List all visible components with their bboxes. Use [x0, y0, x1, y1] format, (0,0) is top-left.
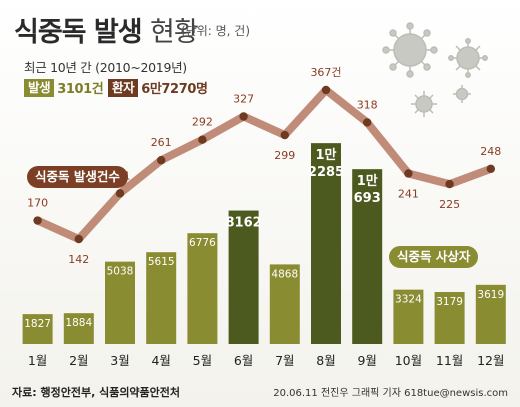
- x-label-1: 1월: [28, 353, 47, 368]
- line-label-8: 367건: [310, 66, 341, 79]
- line-point-7: [280, 130, 289, 140]
- bar-4: [146, 252, 177, 344]
- unit-note: (단위: 명, 건): [181, 24, 251, 38]
- virus-icon: [382, 22, 488, 117]
- bar-label-7: 4868: [271, 268, 298, 280]
- x-axis-labels: 1월 2월 3월 4월 5월 6월 7월 8월 9월 10월 11월 12월: [28, 353, 505, 368]
- bar-label-9: 1만 693: [354, 173, 381, 206]
- line-point-11: [445, 179, 454, 189]
- bar-6: [228, 210, 259, 344]
- bar-label-8: 1만 2285: [308, 147, 344, 180]
- line-point-12: [486, 164, 495, 174]
- credit-note: 20.06.11 전진우 그래픽 기자 618tue@newsis.com: [273, 388, 508, 399]
- summary-outbreaks: 발생 3101건: [24, 78, 104, 97]
- bar-9: [352, 169, 383, 344]
- x-label-3: 3월: [110, 353, 129, 368]
- line-value-labels: 170142211261292327299367건318241225248: [27, 66, 501, 266]
- bar-value-labels: 1827 1884 5038 5615 6776 8162 4868 1만 2285 1만 693 3…: [24, 147, 504, 330]
- line-point-6: [239, 112, 248, 121]
- bar-3: [105, 261, 135, 344]
- patient-value: 6만7270명: [141, 82, 208, 97]
- line-label-7: 299: [274, 149, 295, 162]
- line-point-5: [198, 135, 207, 144]
- line-label-11: 225: [439, 198, 460, 211]
- line-label-1: 170: [27, 197, 48, 210]
- outbreak-value: 3101건: [57, 82, 104, 97]
- patient-tag: 환자: [108, 78, 139, 97]
- x-label-7: 7월: [275, 353, 294, 368]
- x-label-8: 8월: [316, 353, 335, 368]
- bar-label-3: 5038: [107, 266, 134, 278]
- bar-label-11: 3179: [436, 296, 463, 308]
- x-label-9: 9월: [357, 353, 376, 368]
- bar-label-10: 3324: [395, 294, 422, 306]
- line-point-8: [321, 85, 331, 95]
- line-path: [33, 86, 495, 244]
- source-note: 자료: 행정안전부, 식품의약품안전처: [12, 386, 181, 399]
- bar-8: [311, 143, 341, 344]
- x-label-10: 10월: [395, 353, 422, 368]
- line-label-4: 261: [151, 136, 172, 149]
- line-label-10: 241: [398, 187, 419, 200]
- line-point-3: [115, 189, 125, 198]
- line-point-10: [404, 169, 413, 178]
- bar-11: [434, 292, 465, 344]
- line-point-9: [363, 118, 372, 127]
- line-label-12: 248: [480, 145, 501, 158]
- x-label-12: 12월: [477, 353, 504, 368]
- line-series: [33, 85, 495, 244]
- bar-7: [269, 264, 300, 344]
- x-label-6: 6월: [234, 353, 253, 368]
- title-main: 식중독 발생: [14, 17, 143, 48]
- line-point-4: [157, 156, 166, 165]
- bar-label-5: 6776: [189, 237, 216, 249]
- line-series-label: 식중독 발생건수: [27, 166, 128, 188]
- bar-label-1: 1827: [24, 318, 51, 330]
- line-label-6: 327: [233, 93, 254, 106]
- period-note: 최근 10년 간 (2010~2019년): [24, 60, 187, 75]
- outbreak-tag: 발생: [24, 78, 55, 97]
- bar-10: [393, 289, 424, 344]
- bar-label-2: 1884: [65, 317, 92, 329]
- x-label-4: 4월: [151, 353, 170, 368]
- bar-series: [22, 143, 506, 344]
- line-point-2: [74, 234, 84, 244]
- line-label-9: 318: [357, 98, 378, 111]
- bar-1: [22, 314, 53, 344]
- x-label-2: 2월: [69, 353, 88, 368]
- line-label-2: 142: [68, 253, 89, 266]
- summary-patients: 환자 6만7270명: [108, 78, 208, 97]
- page-title: 식중독 발생 현황: [14, 10, 199, 49]
- x-label-5: 5월: [193, 353, 212, 368]
- bar-label-6: 8162: [226, 216, 262, 231]
- line-label-5: 292: [192, 116, 213, 129]
- bar-series-label: 식중독 사상자: [389, 246, 479, 268]
- bar-label-12: 3619: [477, 289, 504, 301]
- x-label-11: 11월: [436, 353, 463, 368]
- bar-5: [187, 233, 218, 344]
- bar-2: [63, 313, 94, 344]
- bar-label-4: 5615: [148, 256, 175, 268]
- bar-12: [475, 284, 506, 344]
- line-point-1: [33, 216, 42, 225]
- title-sub: 현황: [150, 17, 199, 48]
